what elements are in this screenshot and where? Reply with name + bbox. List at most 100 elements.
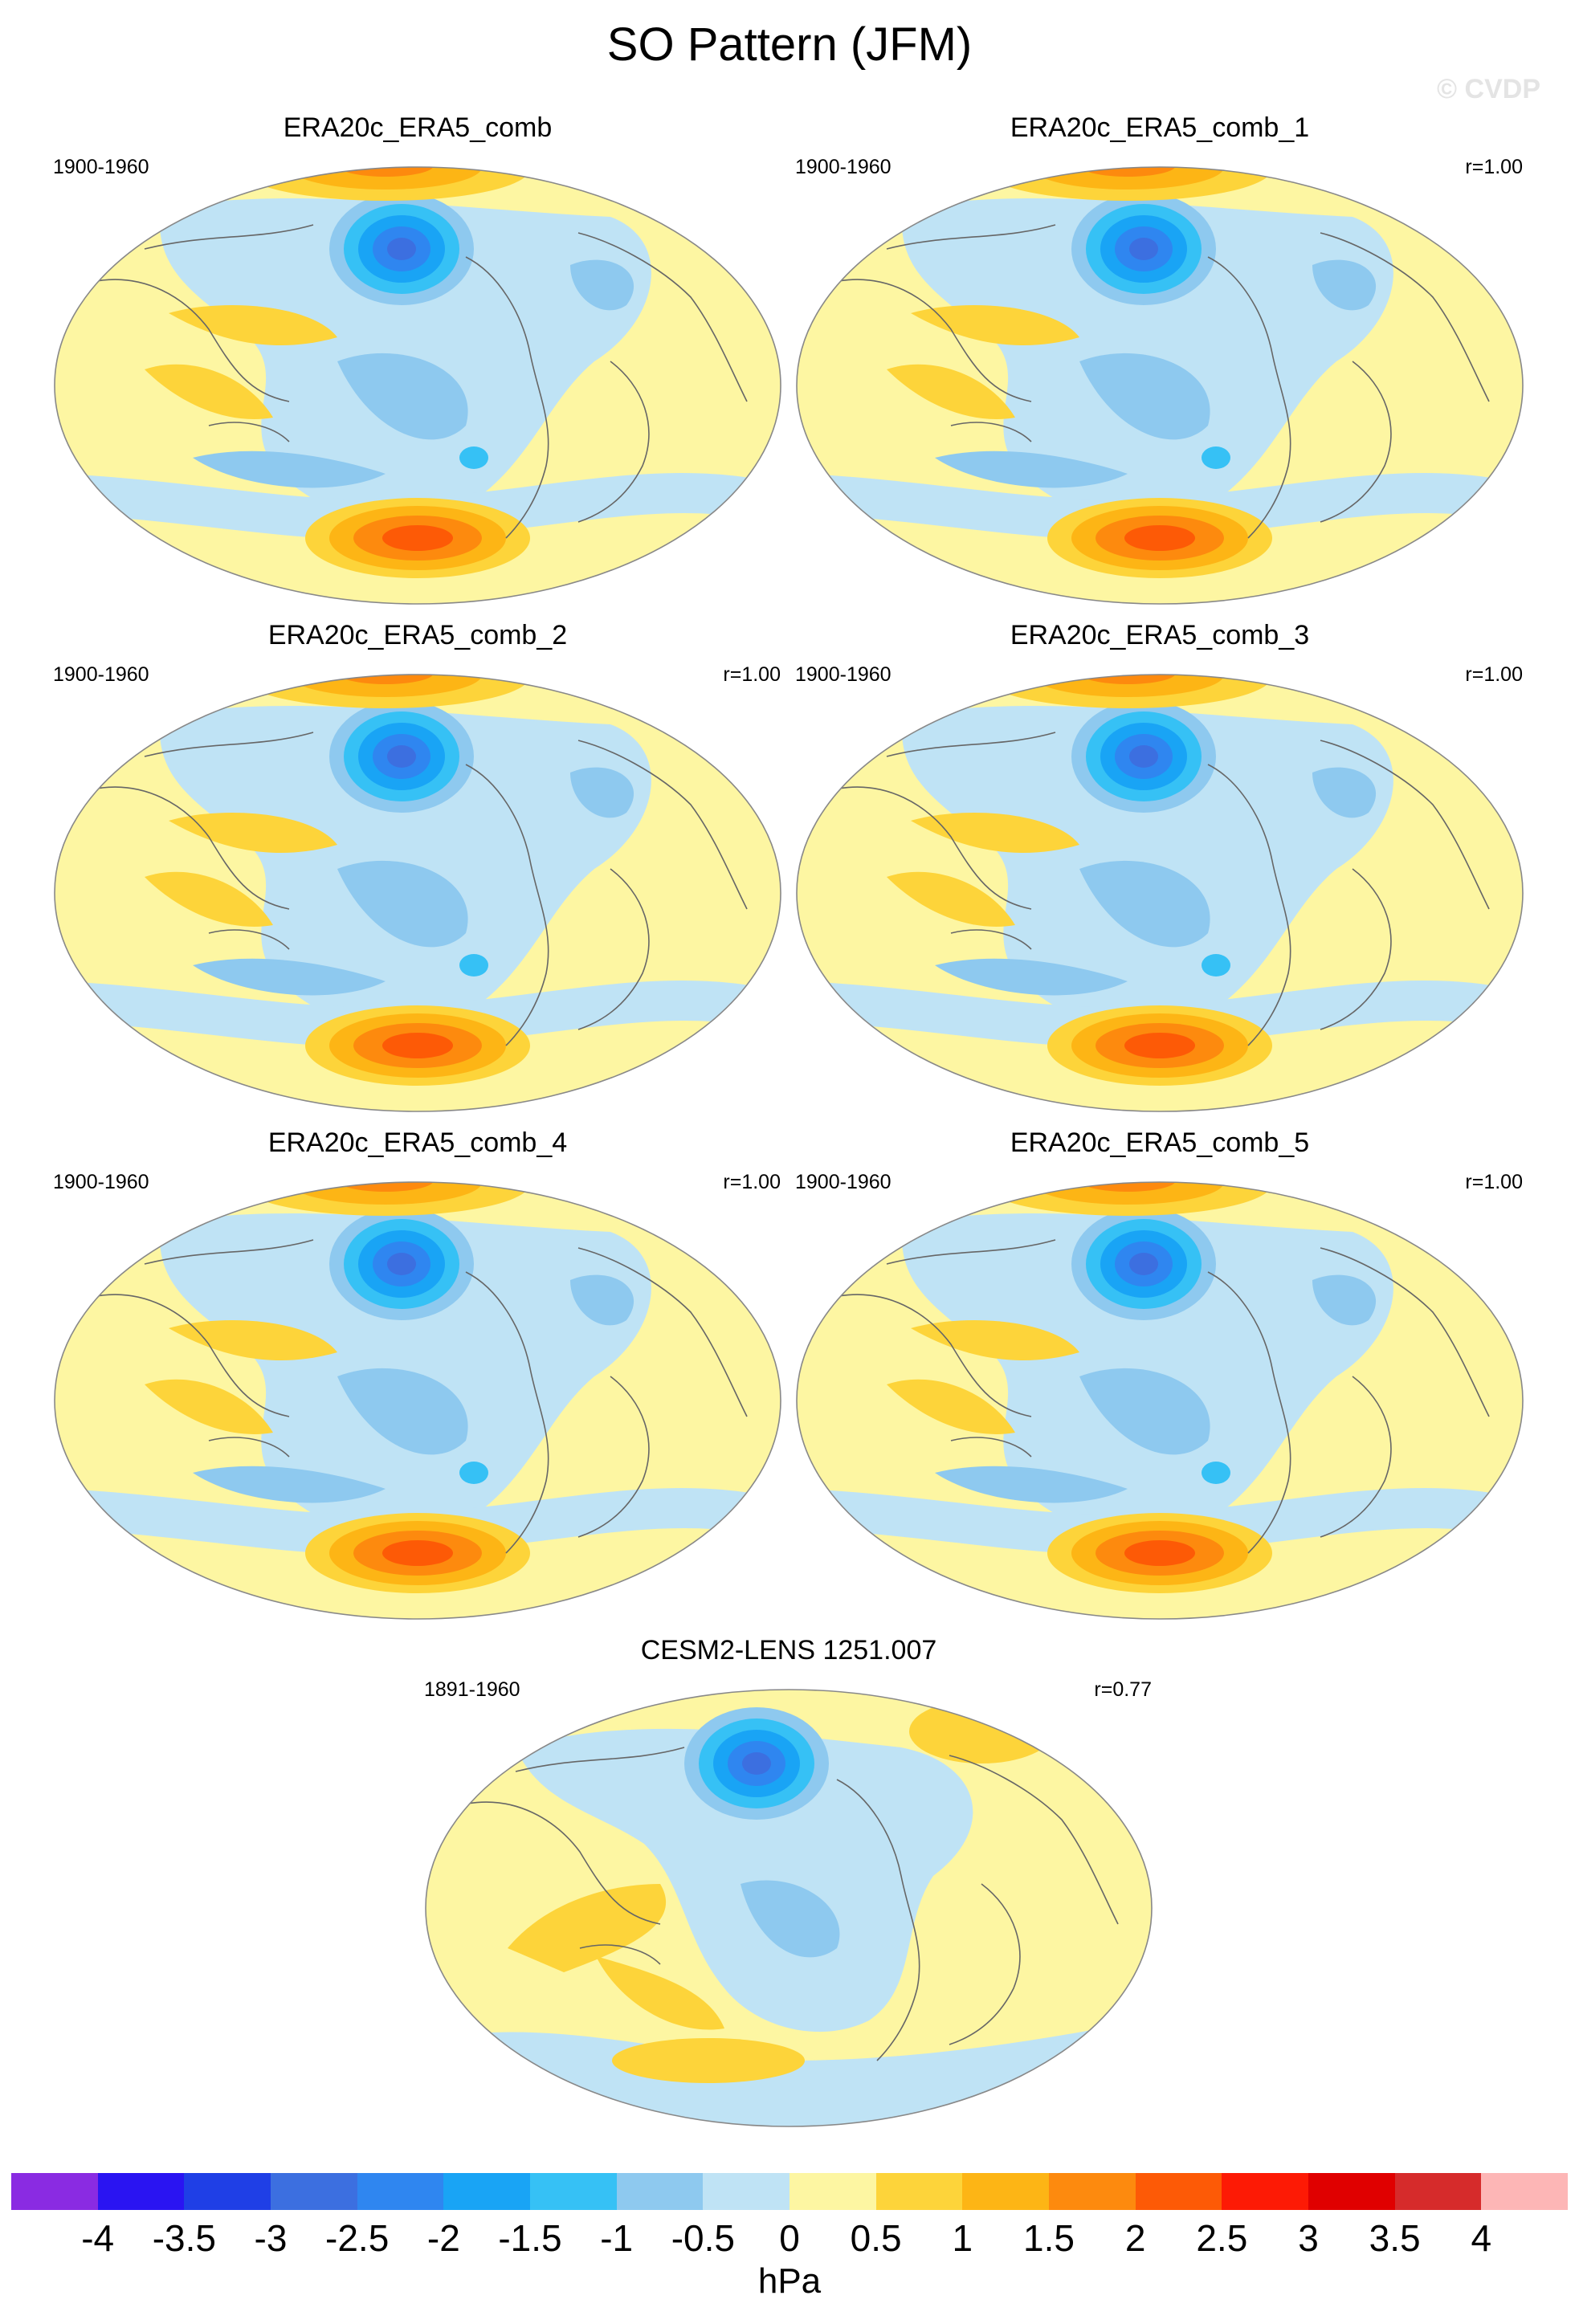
negative-core — [459, 954, 488, 976]
map-border — [54, 166, 781, 605]
panel-correlation: r=0.77 — [1094, 1678, 1152, 1701]
map-panel-0: ERA20c_ERA5_comb 1900-1960 — [48, 112, 787, 610]
coastline — [577, 1247, 748, 1417]
panel-correlation: r=1.00 — [1465, 663, 1523, 686]
colorbar-tick-label: -3 — [254, 2217, 288, 2259]
colorbar-box — [1308, 2173, 1395, 2210]
coastline — [515, 1747, 685, 1772]
colorbar-box — [184, 2173, 271, 2210]
panel-title: ERA20c_ERA5_comb_2 — [267, 620, 568, 650]
map-panel-5: ERA20c_ERA5_comb_5 1900-1960 r=1.00 — [790, 1127, 1529, 1625]
colorbar-tick-label: 3 — [1298, 2217, 1319, 2259]
coastline — [949, 1883, 1021, 2045]
map-panel-2: ERA20c_ERA5_comb_2 1900-1960 r=1.00 — [48, 620, 787, 1118]
southern-high-contour — [382, 1540, 453, 1566]
panel-period: 1900-1960 — [53, 663, 149, 686]
watermark: © CVDP — [1437, 74, 1540, 104]
aleutian-low-contour — [1129, 1253, 1158, 1275]
negative-core — [1202, 446, 1230, 469]
positive-anomaly-region — [909, 1699, 1054, 1763]
colorbar-tick-label: -1.5 — [498, 2217, 562, 2259]
map-border — [796, 1181, 1524, 1620]
aleutian-low-contour — [1129, 745, 1158, 768]
map-panel-1: ERA20c_ERA5_comb_1 1900-1960 r=1.00 — [790, 112, 1529, 610]
panel-title: CESM2-LENS 1251.007 — [640, 1635, 937, 1666]
moderate-negative-region — [193, 958, 386, 996]
moderate-negative-region — [1312, 259, 1377, 311]
colorbar-unit: hPa — [757, 2261, 822, 2301]
colorbar-tick-label: 2 — [1124, 2217, 1146, 2259]
map-field — [797, 675, 1523, 1111]
colorbar-box — [530, 2173, 617, 2210]
polar-high-contour — [1031, 167, 1224, 190]
colorbar-box — [703, 2173, 790, 2210]
coastline — [96, 1294, 290, 1417]
coastline — [96, 279, 290, 402]
positive-anomaly-region — [145, 1379, 273, 1434]
colorbar-tick-label: 0 — [779, 2217, 800, 2259]
colorbar-box — [1481, 2173, 1569, 2210]
negative-anomaly-region — [516, 1728, 973, 2032]
coastline — [886, 224, 1056, 250]
map-border — [54, 1181, 781, 1620]
colorbar-box — [1394, 2173, 1482, 2210]
colorbar-box — [11, 2173, 98, 2210]
panel-correlation: r=1.00 — [723, 1171, 781, 1193]
coastline — [1207, 1271, 1291, 1554]
panel-period: 1900-1960 — [53, 156, 149, 178]
moderate-negative-region — [570, 259, 634, 311]
coastline — [208, 422, 290, 442]
coastline — [1320, 1376, 1392, 1538]
polar-high-contour — [1031, 675, 1224, 697]
panel-period: 1900-1960 — [795, 663, 892, 686]
colorbar-box — [1049, 2173, 1136, 2210]
panel-period: 1900-1960 — [53, 1171, 149, 1193]
coastline — [950, 422, 1032, 442]
colorbar-ticks: -4 -3.5 -3 -2.5 -2 -1.5 -1 -0.5 0 0.5 1 1.5 2 2.5 3 3.5… — [0, 2216, 1579, 2265]
map-field — [426, 1690, 1152, 2126]
positive-anomaly-region — [612, 2038, 805, 2083]
colorbar-box — [1135, 2173, 1222, 2210]
map-field — [797, 167, 1523, 604]
map-field — [55, 167, 781, 604]
coastline — [1207, 764, 1291, 1046]
panel-correlation: r=1.00 — [723, 663, 781, 686]
positive-anomaly-region — [887, 364, 1015, 419]
moderate-negative-region — [741, 1880, 840, 1958]
coastline — [1320, 1247, 1490, 1417]
coastline — [838, 1294, 1032, 1417]
positive-anomaly-region — [911, 1320, 1079, 1360]
coastline — [96, 786, 290, 910]
moderate-negative-region — [337, 1368, 468, 1455]
coastline — [465, 256, 549, 539]
coastline — [465, 764, 549, 1046]
colorbar-tick-label: 4 — [1471, 2217, 1492, 2259]
positive-anomaly-region — [911, 305, 1079, 345]
panel-correlation: r=1.00 — [1465, 1171, 1523, 1193]
colorbar-tick-label: 3.5 — [1369, 2217, 1421, 2259]
map-border — [425, 1689, 1153, 2127]
negative-core — [459, 446, 488, 469]
moderate-negative-region — [935, 958, 1128, 996]
negative-core — [459, 1462, 488, 1484]
positive-anomaly-region — [508, 1884, 667, 1972]
colorbar-box — [1222, 2173, 1309, 2210]
moderate-negative-region — [1312, 1274, 1377, 1326]
colorbar-tick-label: -2 — [426, 2217, 460, 2259]
coastline — [577, 232, 748, 402]
panel-correlation: r=1.00 — [1465, 156, 1523, 178]
polar-high-contour — [337, 675, 434, 684]
coastline — [577, 361, 650, 523]
coastline — [1320, 868, 1392, 1030]
negative-core — [1202, 954, 1230, 976]
coastline — [577, 1376, 650, 1538]
panel-period: 1891-1960 — [424, 1678, 520, 1701]
moderate-negative-region — [1079, 1368, 1210, 1455]
southern-high-contour — [1124, 525, 1195, 551]
coastline — [467, 1801, 661, 1925]
polar-high-contour — [289, 675, 482, 697]
aleutian-low-contour — [1129, 238, 1158, 260]
positive-anomaly-region — [887, 871, 1015, 927]
coastline — [1207, 256, 1291, 539]
polar-high-contour — [289, 1182, 482, 1205]
